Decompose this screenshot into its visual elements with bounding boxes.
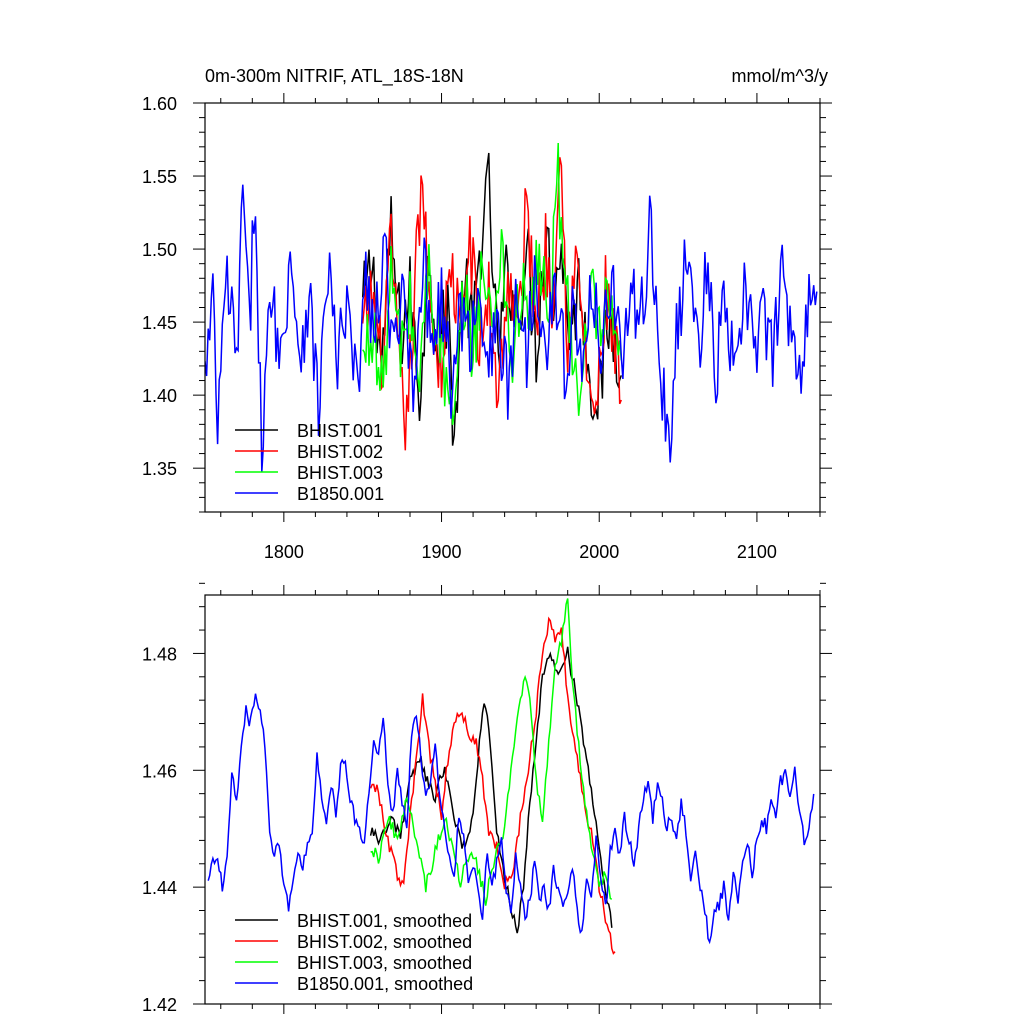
top-series-line-1 (361, 157, 622, 451)
top-xtick-label: 1900 (422, 542, 462, 562)
top-legend-label-2: BHIST.003 (297, 463, 383, 483)
top-ytick-label: 1.60 (142, 94, 177, 114)
top-series-lines (205, 142, 818, 473)
bottom-ytick-label: 1.48 (142, 644, 177, 664)
top-xtick-label: 2100 (737, 542, 777, 562)
top-ytick-label: 1.45 (142, 313, 177, 333)
top-ytick-label: 1.50 (142, 240, 177, 260)
bottom-legend-label-2: BHIST.003, smoothed (297, 953, 472, 973)
bottom-ytick-label: 1.42 (142, 995, 177, 1015)
top-series-line-3 (205, 184, 818, 473)
top-axes: 1800 1900 2000 2100 1.35 1.40 1.45 1.50 1.55 1.60 (142, 93, 832, 562)
bottom-ytick-label: 1.44 (142, 878, 177, 898)
top-ytick-label: 1.55 (142, 167, 177, 187)
top-legend-label-0: BHIST.001 (297, 421, 383, 441)
top-panel-units: mmol/m^3/y (732, 66, 828, 86)
bottom-legend-label-0: BHIST.001, smoothed (297, 911, 472, 931)
bottom-series-line-1 (369, 616, 616, 955)
top-series-line-2 (362, 142, 623, 426)
top-panel-title: 0m-300m NITRIF, ATL_18S-18N (205, 66, 464, 87)
top-legend-label-3: B1850.001 (297, 484, 384, 504)
top-ytick-label: 1.40 (142, 386, 177, 406)
top-panel: 0m-300m NITRIF, ATL_18S-18N mmol/m^3/y 1… (142, 66, 832, 562)
bottom-series-line-2 (370, 598, 613, 906)
bottom-legend-label-3: B1850.001, smoothed (297, 974, 473, 994)
top-legend-label-1: BHIST.002 (297, 442, 383, 462)
top-ytick-label: 1.35 (142, 459, 177, 479)
bottom-axes: 1.42 1.44 1.46 1.48 (142, 582, 832, 1015)
bottom-panel: 1.421.441.461.48 BHIST.001, smoothedBHIS… (142, 582, 832, 1015)
bottom-series-line-3 (207, 693, 815, 945)
bottom-legend-label-1: BHIST.002, smoothed (297, 932, 472, 952)
bottom-ytick-label: 1.46 (142, 761, 177, 781)
top-xtick-label: 1800 (264, 542, 304, 562)
bottom-frame (204, 594, 821, 1005)
top-xtick-label: 2000 (579, 542, 619, 562)
bottom-series-lines (207, 598, 815, 955)
